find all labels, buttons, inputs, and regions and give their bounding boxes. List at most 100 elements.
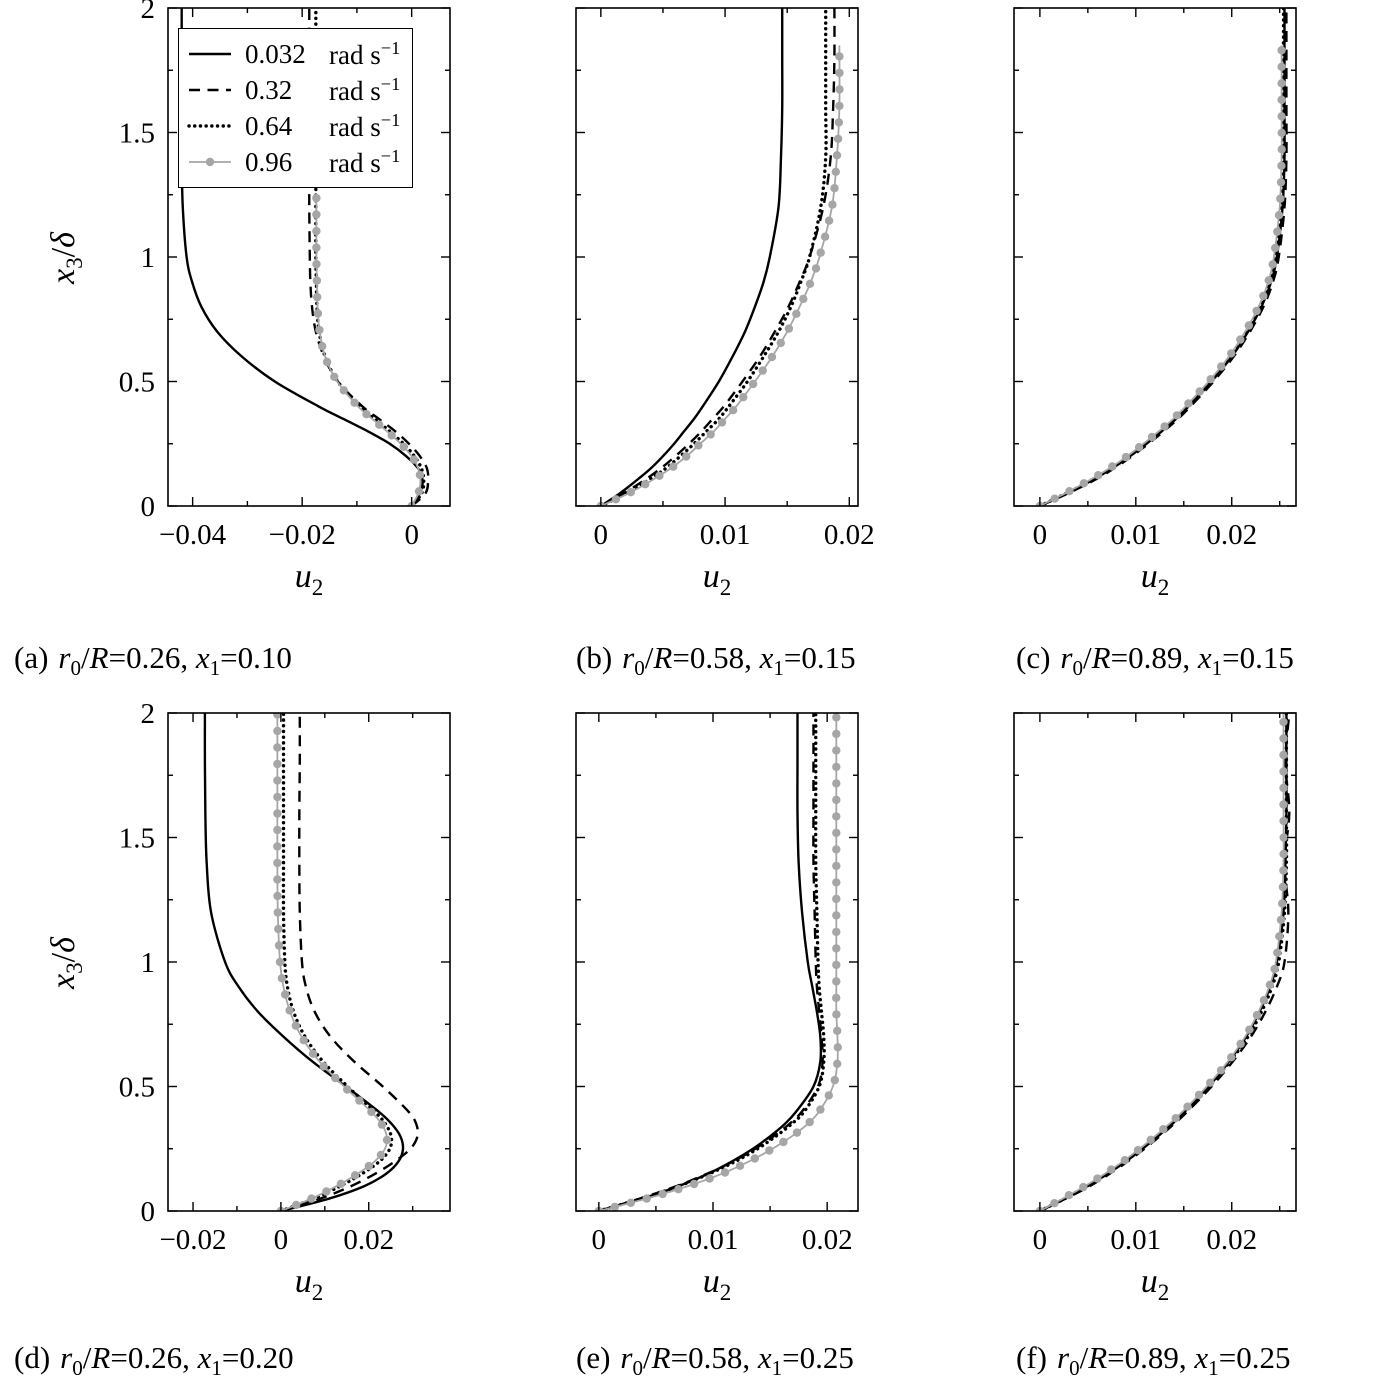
- caption-index: (d): [14, 1340, 51, 1375]
- legend-value: 0.64: [245, 110, 293, 141]
- tick-marks: [576, 712, 858, 1212]
- x-tick-label: 0.01: [688, 1224, 739, 1256]
- series-group: [594, 713, 842, 1211]
- series-gray-markers: [273, 713, 392, 1211]
- axes-frame: [167, 712, 451, 1212]
- axes-frame: [1013, 7, 1297, 507]
- subplot-c: 0 0.01 0.02 u2: [980, 0, 1312, 601]
- plot-legend: 0.032 rad s−1 0.32 rad s−1 0.64 rad s−1 0.96 ra…: [178, 28, 414, 188]
- series-dotted: [279, 713, 394, 1211]
- subplot-caption-c: (c) r0/R=0.89, x1=0.15: [1016, 640, 1294, 681]
- tick-labels: −0.04 −0.02 0 0 0.5 1 1.5 2: [119, 0, 419, 551]
- y-tick-label: 0.5: [119, 367, 155, 399]
- series-gray-markers: [312, 193, 425, 506]
- x-tick-label: 0: [274, 1224, 289, 1256]
- y-tick-label: 0: [141, 1196, 156, 1228]
- caption-index: (e): [576, 1340, 611, 1375]
- legend-entry-solid: 0.032 rad s−1: [187, 36, 400, 72]
- series-gray-markers: [1035, 717, 1288, 1211]
- plot-canvas-e: 0 0.01 0.02: [575, 712, 859, 1256]
- x-tick-label: 0: [1033, 519, 1048, 551]
- x-tick-label: −0.04: [159, 519, 227, 551]
- legend-line-sample-dashed: [189, 88, 231, 92]
- axes-frame: [575, 7, 859, 507]
- series-gray: [598, 713, 839, 1211]
- legend-entry-dotted: 0.64 rad s−1: [187, 108, 400, 144]
- x-axis-label: u2: [1140, 1263, 1170, 1306]
- tick-labels: 0 0.01 0.02: [1033, 1224, 1257, 1256]
- tick-labels: 0 0.01 0.02: [1033, 519, 1257, 551]
- series-dashed: [598, 713, 824, 1211]
- x-tick-label: 0.02: [343, 1224, 394, 1256]
- subplot-b: 0 0.01 0.02 u2: [542, 0, 874, 601]
- caption-index: (a): [14, 640, 49, 675]
- caption-index: (c): [1016, 640, 1051, 675]
- subplot-caption-e: (e) r0/R=0.58, x1=0.25: [576, 1340, 854, 1381]
- series-dashed: [280, 713, 420, 1211]
- x-tick-label: 0: [592, 1224, 607, 1256]
- legend-line-sample-solid: [189, 52, 231, 56]
- caption-text: r0/R=0.26, x1=0.10: [58, 640, 292, 681]
- y-axis-label: x3/δ: [45, 937, 88, 989]
- x-tick-label: 0: [1033, 1224, 1048, 1256]
- subplot-caption-b: (b) r0/R=0.58, x1=0.15: [576, 640, 856, 681]
- caption-text: r0/R=0.89, x1=0.15: [1060, 640, 1294, 681]
- y-tick-label: 2: [141, 0, 156, 25]
- x-tick-label: 0.01: [1110, 1224, 1161, 1256]
- subplot-caption-a: (a) r0/R=0.26, x1=0.10: [14, 640, 292, 681]
- series-solid: [600, 8, 784, 506]
- subplot-caption-d: (d) r0/R=0.26, x1=0.20: [14, 1340, 294, 1381]
- tick-marks: [576, 7, 858, 507]
- series-group: [596, 8, 844, 506]
- series-solid: [203, 713, 405, 1211]
- legend-line-sample-dotted: [187, 124, 233, 128]
- subplot-a: −0.04 −0.02 0 0 0.5 1 1.5 2 u2 x3/δ 0.032 rad s−1 0.…: [45, 0, 466, 601]
- series-dotted: [1038, 713, 1289, 1211]
- y-tick-label: 1.5: [119, 823, 155, 855]
- tick-labels: 0 0.01 0.02: [594, 519, 874, 551]
- series-gray: [315, 194, 422, 506]
- caption-text: r0/R=0.58, x1=0.15: [622, 640, 856, 681]
- subplot-e: 0 0.01 0.02 u2: [542, 703, 874, 1306]
- caption-text: r0/R=0.58, x1=0.25: [620, 1340, 854, 1381]
- legend-entry-dashed: 0.32 rad s−1: [187, 72, 400, 108]
- caption-text: r0/R=0.89, x1=0.25: [1056, 1340, 1291, 1381]
- legend-unit: rad s−1: [329, 109, 401, 142]
- series-solid: [598, 713, 823, 1211]
- caption-index: (f): [1016, 1340, 1047, 1375]
- series-dotted: [1038, 8, 1286, 506]
- tick-marks: [168, 7, 450, 507]
- legend-line-sample-gray: [189, 157, 231, 167]
- series-gray: [1039, 45, 1283, 506]
- tick-labels: 0 0.01 0.02: [592, 1224, 853, 1256]
- series-group: [203, 713, 420, 1211]
- x-axis-label: u2: [294, 1263, 324, 1306]
- tick-marks: [1014, 712, 1296, 1212]
- x-tick-label: −0.02: [269, 519, 336, 551]
- tick-marks: [1014, 7, 1296, 507]
- legend-value: 0.96: [245, 146, 293, 177]
- tick-marks: [168, 712, 450, 1212]
- x-tick-label: 0: [594, 519, 609, 551]
- series-dashed: [600, 8, 836, 506]
- series-gray-markers: [594, 713, 842, 1211]
- x-tick-label: 0.01: [700, 519, 751, 551]
- series-gray-markers: [1035, 46, 1286, 506]
- series-group: [1035, 8, 1288, 506]
- x-tick-label: 0.02: [802, 1224, 853, 1256]
- legend-value: 0.32: [245, 74, 293, 105]
- caption-index: (b): [576, 640, 613, 675]
- caption-text: r0/R=0.26, x1=0.20: [60, 1340, 294, 1381]
- y-tick-label: 1: [141, 242, 156, 274]
- series-dotted: [597, 713, 826, 1211]
- x-axis-label: u2: [294, 558, 324, 601]
- plot-canvas-f: 0 0.01 0.02: [1013, 712, 1297, 1256]
- series-gray: [1039, 713, 1285, 1211]
- subplot-f: 0 0.01 0.02 u2: [980, 703, 1312, 1306]
- y-tick-label: 0.5: [119, 1072, 155, 1104]
- x-axis-label: u2: [702, 558, 732, 601]
- subplot-d: −0.02 0 0.02 0 0.5 1 1.5 2 u2 x3/δ: [45, 703, 466, 1306]
